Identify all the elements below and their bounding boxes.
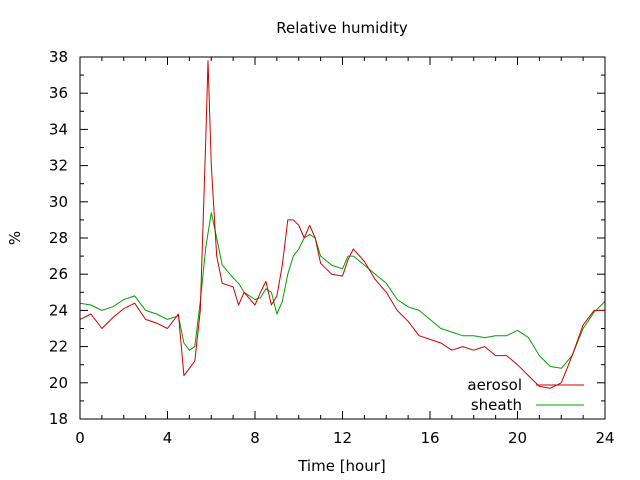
x-tick-label: 0: [75, 429, 85, 447]
y-tick-label: 34: [49, 120, 68, 138]
plot-frame: [79, 56, 606, 420]
y-tick-label: 30: [49, 193, 68, 211]
legend-label-aerosol: aerosol: [467, 376, 522, 394]
series-lines: [79, 60, 606, 389]
y-axis-label: %: [6, 231, 24, 245]
x-tick-label: 16: [420, 429, 439, 447]
y-tick-label: 24: [49, 301, 68, 319]
x-axis-label: Time [hour]: [297, 457, 386, 475]
y-tick-label: 32: [49, 157, 68, 175]
y-tick-label: 28: [49, 229, 68, 247]
legend: aerosol sheath: [467, 376, 584, 414]
x-tick-label: 12: [333, 429, 352, 447]
y-tick-label: 22: [49, 338, 68, 356]
x-tick-label: 4: [163, 429, 173, 447]
y-tick-label: 36: [49, 84, 68, 102]
series-line-aerosol: [79, 60, 605, 389]
x-tick-label: 20: [508, 429, 527, 447]
y-tick-label: 26: [49, 265, 68, 283]
x-tick-label: 24: [595, 429, 614, 447]
y-tick-label: 20: [49, 374, 68, 392]
chart-title: Relative humidity: [276, 19, 408, 37]
legend-label-sheath: sheath: [471, 396, 522, 414]
y-tick-label: 38: [49, 48, 68, 66]
series-line-sheath: [79, 212, 606, 369]
axis-ticks: 18 20 22 24 26 28 30 32 34 36 38 0 4 8 12 16 20 24: [49, 48, 615, 447]
y-tick-label: 18: [49, 410, 68, 428]
x-tick-label: 8: [250, 429, 260, 447]
